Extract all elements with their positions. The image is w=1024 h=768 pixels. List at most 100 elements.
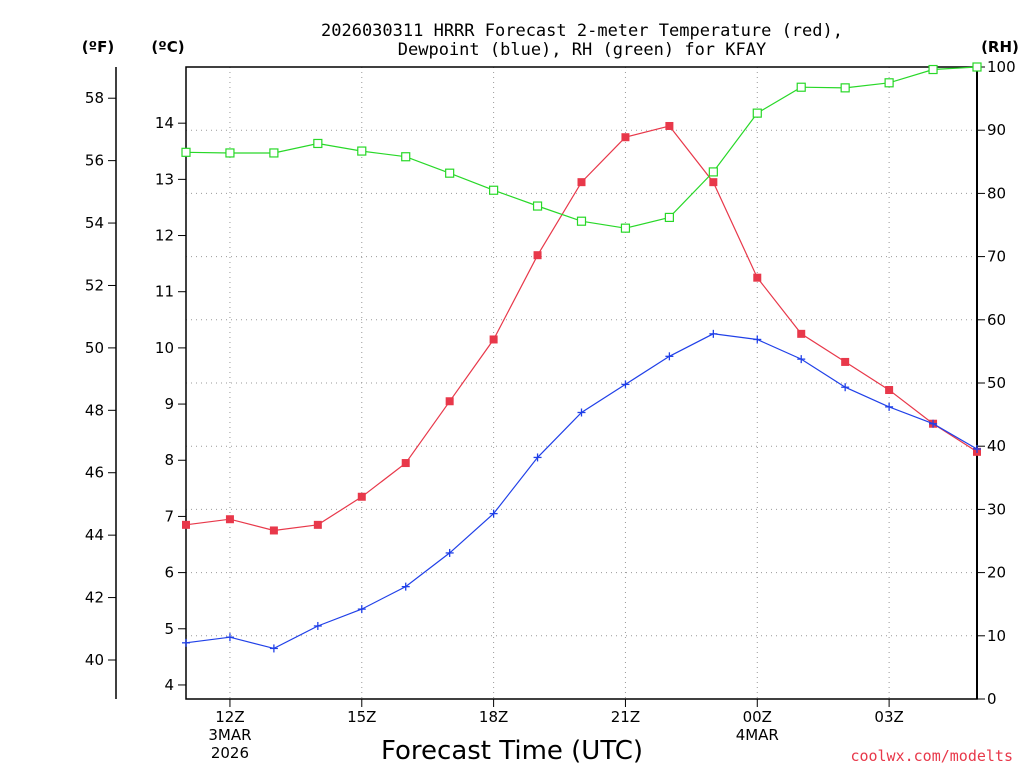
rh-point-1 xyxy=(225,148,235,158)
rh-point-8 xyxy=(532,201,543,211)
series-rh xyxy=(181,62,982,233)
temperature-point-10 xyxy=(621,133,630,142)
dewpoint-line xyxy=(185,333,978,650)
rh-point-12 xyxy=(708,167,718,177)
dewpoint-point-3 xyxy=(313,621,322,630)
rh-point-14 xyxy=(796,82,806,92)
dewpoint-point-17 xyxy=(929,419,938,428)
chart-title-line-2: Dewpoint (blue), RH (green) for KFAY xyxy=(398,40,766,60)
fahrenheit-tick-label-9: 58 xyxy=(85,89,104,107)
rh-point-17 xyxy=(928,64,938,75)
rh-tick-label-8: 80 xyxy=(987,184,1006,202)
rh-unit-label: (RH) xyxy=(981,38,1019,56)
fahrenheit-tick-label-5: 50 xyxy=(85,339,104,357)
dewpoint-point-13 xyxy=(753,335,762,344)
celsius-tick-label-8: 12 xyxy=(155,227,174,245)
x-tick-label-1-0: 15Z xyxy=(347,708,376,726)
dewpoint-point-16 xyxy=(885,402,894,411)
fahrenheit-tick-label-8: 56 xyxy=(85,152,104,170)
dewpoint-point-12 xyxy=(709,329,718,338)
dewpoint-point-0 xyxy=(182,638,190,647)
celsius-tick-label-9: 13 xyxy=(155,170,174,188)
rh-point-6 xyxy=(445,168,455,178)
chart-series xyxy=(181,62,982,653)
celsius-tick-label-5: 9 xyxy=(164,395,174,413)
celsius-tick-label-2: 6 xyxy=(164,564,174,582)
celsius-tick-label-6: 10 xyxy=(155,339,174,357)
temperature-point-1 xyxy=(225,515,234,524)
dewpoint-point-4 xyxy=(357,605,366,614)
rh-point-15 xyxy=(840,83,850,93)
temperature-point-5 xyxy=(401,459,410,468)
temperature-point-3 xyxy=(313,520,322,529)
dewpoint-point-7 xyxy=(489,509,498,518)
series-temperature xyxy=(182,121,981,535)
rh-tick-label-5: 50 xyxy=(987,374,1006,392)
rh-point-9 xyxy=(576,216,587,226)
rh-point-18 xyxy=(972,62,982,72)
temperature-line xyxy=(185,125,978,532)
temperature-point-7 xyxy=(489,335,498,344)
chart-axes xyxy=(108,66,985,707)
rh-point-7 xyxy=(489,185,499,195)
x-axis-label: Forecast Time (UTC) xyxy=(381,736,643,766)
x-tick-label-3-0: 21Z xyxy=(611,708,640,726)
dewpoint-point-10 xyxy=(621,380,630,389)
rh-tick-label-2: 20 xyxy=(987,564,1006,582)
x-tick-label-4-1: 4MAR xyxy=(736,726,779,744)
fahrenheit-tick-label-6: 52 xyxy=(85,276,104,294)
dewpoint-point-9 xyxy=(577,408,586,417)
x-tick-label-4-0: 00Z xyxy=(743,708,772,726)
temperature-point-16 xyxy=(885,386,894,395)
fahrenheit-tick-label-7: 54 xyxy=(85,214,104,232)
rh-tick-label-7: 70 xyxy=(987,248,1006,266)
x-tick-label-5-0: 03Z xyxy=(874,708,903,726)
x-tick-label-0-2: 2026 xyxy=(211,744,249,762)
rh-line xyxy=(185,66,978,229)
celsius-tick-label-0: 4 xyxy=(164,676,174,694)
rh-point-16 xyxy=(884,78,894,88)
celsius-tick-label-4: 8 xyxy=(164,451,174,469)
rh-tick-label-6: 60 xyxy=(987,311,1006,329)
x-tick-label-0-1: 3MAR xyxy=(208,726,251,744)
fahrenheit-tick-label-3: 46 xyxy=(85,464,104,482)
rh-point-0 xyxy=(181,147,191,157)
chart-gridlines xyxy=(186,67,977,699)
dewpoint-point-5 xyxy=(401,582,410,591)
fahrenheit-tick-label-0: 40 xyxy=(85,651,104,669)
rh-tick-label-3: 30 xyxy=(987,500,1006,518)
rh-point-11 xyxy=(664,212,674,223)
dewpoint-point-18 xyxy=(973,445,981,454)
series-dewpoint xyxy=(182,329,981,653)
temperature-point-6 xyxy=(445,397,454,406)
rh-point-13 xyxy=(752,108,762,118)
rh-point-2 xyxy=(269,148,279,158)
temperature-point-8 xyxy=(533,251,542,260)
rh-tick-label-0: 0 xyxy=(987,690,997,708)
x-tick-label-0-0: 12Z xyxy=(215,708,244,726)
fahrenheit-tick-label-1: 42 xyxy=(85,589,104,607)
dewpoint-point-6 xyxy=(445,548,454,557)
credit-link[interactable]: coolwx.com/modelts xyxy=(850,747,1013,765)
temperature-point-15 xyxy=(841,357,850,366)
rh-tick-label-10: 100 xyxy=(987,58,1016,76)
rh-point-10 xyxy=(620,223,631,233)
rh-tick-label-4: 40 xyxy=(987,437,1006,455)
temperature-point-13 xyxy=(753,273,762,282)
rh-tick-label-1: 10 xyxy=(987,627,1006,645)
dewpoint-point-11 xyxy=(665,352,674,361)
temperature-point-2 xyxy=(269,526,278,535)
celsius-tick-label-7: 11 xyxy=(155,283,174,301)
dewpoint-point-14 xyxy=(797,355,806,364)
x-tick-label-2-0: 18Z xyxy=(479,708,508,726)
fahrenheit-unit-label: (ºF) xyxy=(82,38,114,56)
chart-tick-labels: 4567891011121314404244464850525456580102… xyxy=(85,58,1016,762)
chart-title-line-1: 2026030311 HRRR Forecast 2-meter Tempera… xyxy=(321,21,843,41)
rh-point-5 xyxy=(401,152,411,162)
temperature-point-11 xyxy=(665,121,674,130)
celsius-tick-label-1: 5 xyxy=(164,620,174,638)
temperature-point-12 xyxy=(709,178,718,187)
celsius-tick-label-10: 14 xyxy=(155,114,174,132)
fahrenheit-tick-label-4: 48 xyxy=(85,401,104,419)
